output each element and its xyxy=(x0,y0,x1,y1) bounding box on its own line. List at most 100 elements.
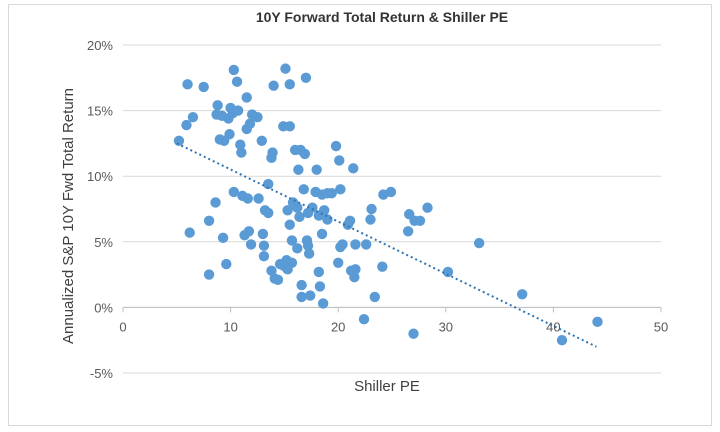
data-point-79 xyxy=(305,290,316,301)
data-point-49 xyxy=(272,274,284,286)
trendline xyxy=(176,142,597,348)
data-point-86 xyxy=(316,228,328,240)
data-point-104 xyxy=(350,239,361,250)
data-point-53 xyxy=(280,63,291,74)
data-point-80 xyxy=(307,202,318,213)
data-point-108 xyxy=(365,214,376,225)
data-point-122 xyxy=(516,289,528,300)
data-point-118 xyxy=(414,215,426,227)
data-point-38 xyxy=(257,228,269,240)
data-point-105 xyxy=(350,264,361,275)
trendline-line xyxy=(176,142,597,348)
axes xyxy=(122,306,662,313)
data-point-109 xyxy=(366,203,377,215)
data-point-124 xyxy=(592,316,603,328)
x-tick-label-1: 10 xyxy=(223,319,237,334)
data-point-74 xyxy=(300,72,312,84)
data-point-66 xyxy=(292,243,303,254)
data-point-17 xyxy=(224,129,235,140)
data-point-88 xyxy=(317,298,329,309)
data-point-58 xyxy=(284,219,295,230)
data-point-28 xyxy=(241,92,252,103)
data-point-82 xyxy=(311,164,322,175)
data-point-0 xyxy=(173,135,185,146)
data-point-102 xyxy=(348,163,359,174)
y-tick-label-4: 15% xyxy=(87,104,113,119)
x-tick-labels: 0 10 20 30 40 50 xyxy=(119,319,668,334)
data-point-40 xyxy=(258,240,270,251)
data-point-84 xyxy=(313,266,325,278)
x-axis-label: Shiller PE xyxy=(354,378,420,395)
data-points xyxy=(173,63,603,346)
data-point-20 xyxy=(228,64,240,76)
data-point-93 xyxy=(330,140,342,152)
y-tick-label-5: 20% xyxy=(87,38,113,53)
data-point-47 xyxy=(268,80,279,91)
data-point-72 xyxy=(298,184,309,195)
data-point-33 xyxy=(245,239,257,250)
data-point-68 xyxy=(294,211,305,223)
data-point-43 xyxy=(263,207,274,219)
x-tick-label-0: 0 xyxy=(119,319,126,334)
chart-frame: 10Y Forward Total Return & Shiller PE -5… xyxy=(8,4,712,426)
data-point-97 xyxy=(337,239,348,250)
data-point-30 xyxy=(242,193,254,204)
data-point-15 xyxy=(221,258,232,270)
data-point-24 xyxy=(235,139,246,150)
y-tick-labels: -5% 0% 5% 10% 15% 20% xyxy=(87,38,113,381)
data-point-92 xyxy=(326,188,337,199)
y-tick-label-0: -5% xyxy=(90,366,114,381)
data-point-2 xyxy=(182,79,193,90)
data-point-103 xyxy=(349,272,360,283)
data-point-10 xyxy=(212,100,223,111)
data-point-67 xyxy=(293,164,304,175)
data-point-31 xyxy=(243,226,255,237)
data-point-70 xyxy=(296,291,307,303)
data-point-77 xyxy=(302,240,314,251)
data-point-111 xyxy=(377,261,388,272)
data-point-94 xyxy=(333,257,344,268)
data-point-39 xyxy=(258,251,270,262)
x-tick-label-5: 50 xyxy=(654,319,668,334)
y-tick-label-2: 5% xyxy=(94,235,113,250)
data-point-119 xyxy=(422,202,433,213)
y-tick-label-3: 10% xyxy=(87,169,113,184)
data-point-23 xyxy=(232,105,244,116)
data-point-98 xyxy=(335,184,346,195)
data-point-71 xyxy=(296,279,307,291)
data-point-5 xyxy=(198,81,209,93)
data-point-13 xyxy=(217,232,229,244)
data-point-120 xyxy=(442,266,454,278)
data-point-45 xyxy=(266,265,277,276)
data-point-107 xyxy=(360,239,372,250)
data-point-110 xyxy=(369,291,380,303)
data-point-36 xyxy=(253,193,264,204)
data-point-42 xyxy=(263,178,274,190)
data-point-85 xyxy=(314,281,326,292)
data-point-60 xyxy=(286,257,298,268)
data-point-57 xyxy=(284,121,295,132)
data-point-32 xyxy=(244,118,256,129)
data-point-4 xyxy=(187,111,199,123)
scatter-chart: 10Y Forward Total Return & Shiller PE -5… xyxy=(60,9,668,395)
data-point-7 xyxy=(203,269,215,280)
data-point-100 xyxy=(344,215,356,227)
data-point-21 xyxy=(228,186,240,198)
y-tick-label-1: 0% xyxy=(94,300,113,315)
data-point-59 xyxy=(284,79,295,90)
data-point-1 xyxy=(181,119,192,131)
chart-title: 10Y Forward Total Return & Shiller PE xyxy=(256,9,508,25)
data-point-22 xyxy=(231,76,243,87)
data-point-25 xyxy=(236,147,247,158)
x-tick-label-4: 40 xyxy=(546,319,560,334)
x-tick-label-3: 30 xyxy=(439,319,453,334)
gridlines xyxy=(123,44,661,374)
data-point-95 xyxy=(334,155,345,166)
data-point-116 xyxy=(408,328,419,339)
data-point-61 xyxy=(286,235,298,246)
data-point-37 xyxy=(256,135,268,146)
data-point-65 xyxy=(292,202,303,213)
data-point-3 xyxy=(184,227,195,238)
data-point-121 xyxy=(473,237,485,249)
data-point-46 xyxy=(267,147,278,158)
